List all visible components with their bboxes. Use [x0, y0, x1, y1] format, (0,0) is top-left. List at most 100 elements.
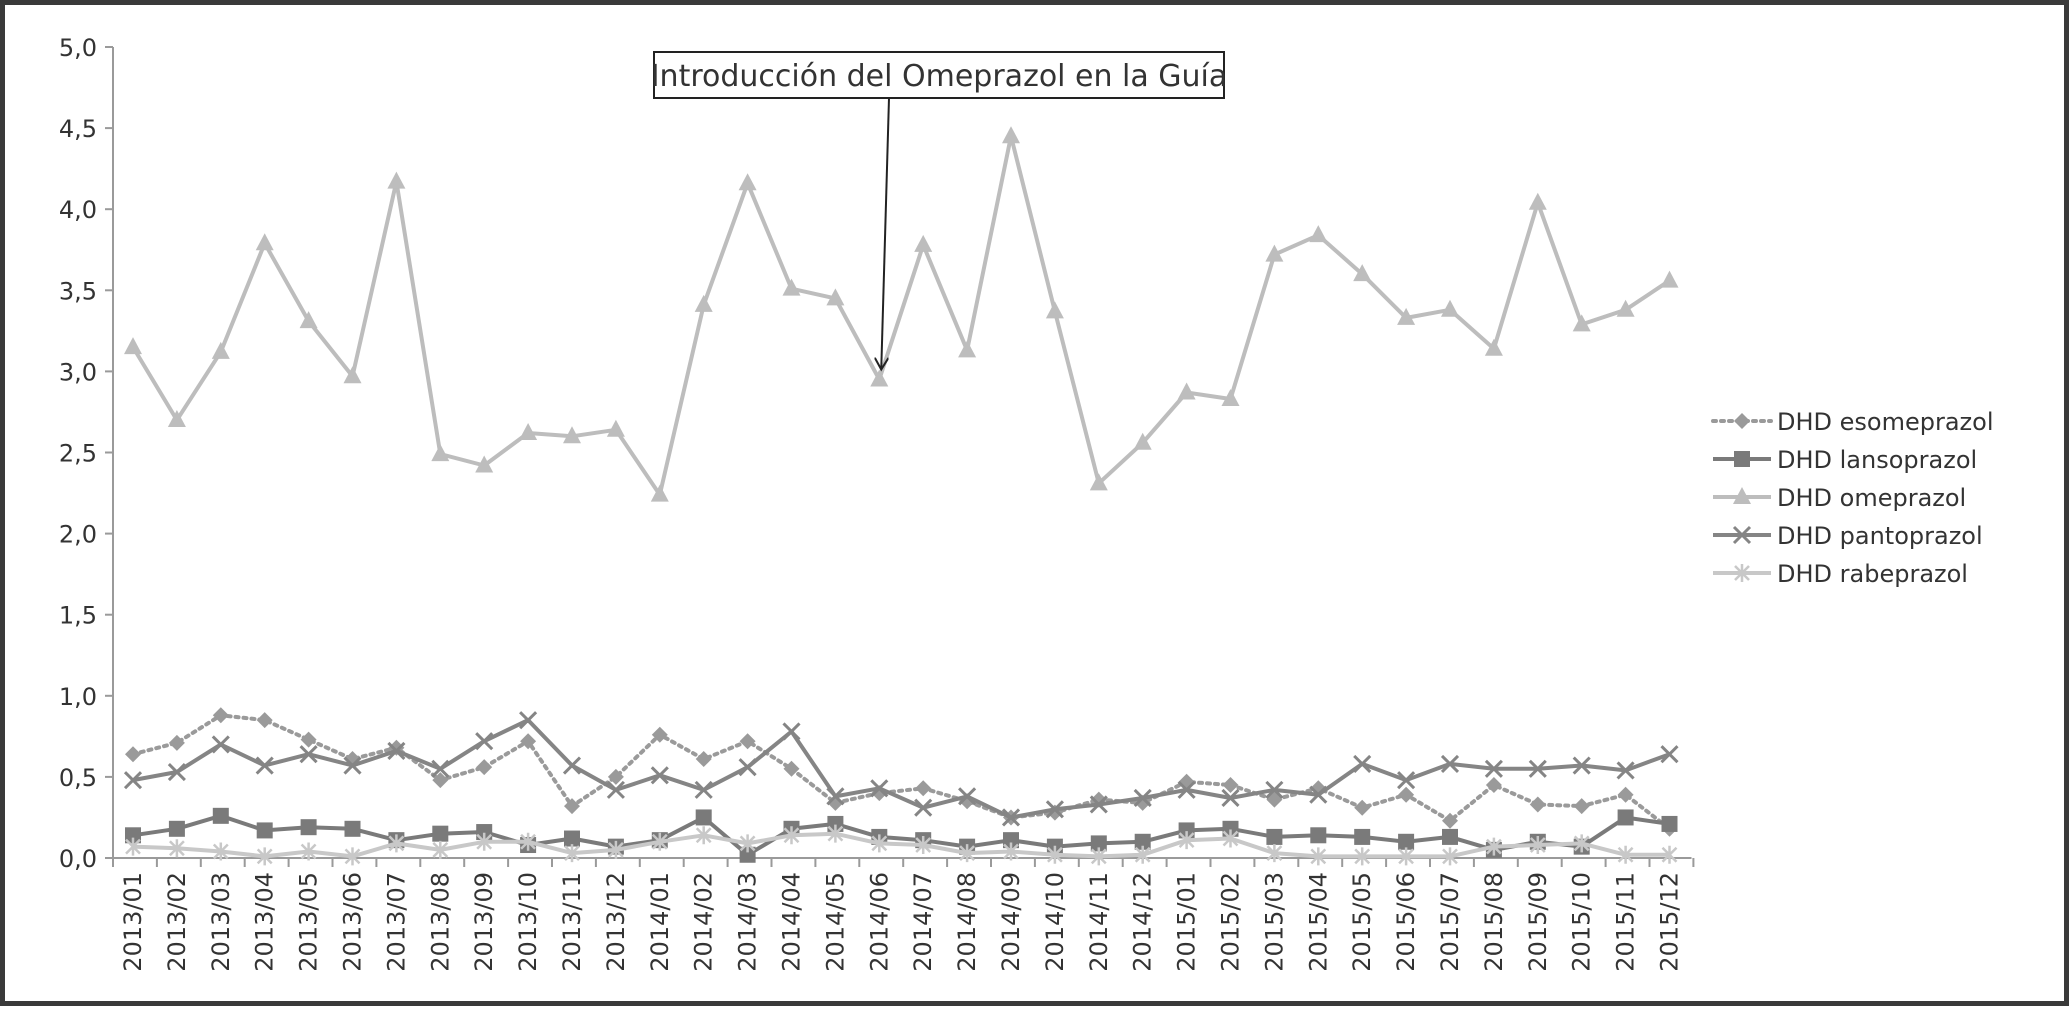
data-point [1661, 815, 1678, 832]
data-point [1398, 833, 1415, 850]
data-point [1045, 301, 1064, 319]
data-point [564, 844, 580, 863]
x-tick-label: 2015/11 [1612, 872, 1640, 972]
x-tick-label: 2013/02 [163, 872, 191, 972]
data-point [168, 734, 185, 751]
data-point [1660, 745, 1679, 764]
series-dhd-rabeprazol [125, 824, 1678, 866]
data-point [1442, 812, 1458, 829]
x-tick-label: 2013/04 [251, 872, 279, 972]
data-point [169, 839, 185, 858]
data-point [1354, 828, 1371, 845]
data-point [1265, 780, 1284, 799]
data-point [826, 787, 845, 806]
data-point [1266, 844, 1283, 863]
legend-entry: DHD pantoprazol [1713, 522, 1983, 550]
data-point [608, 840, 624, 859]
data-point [562, 756, 582, 775]
data-point [1003, 842, 1019, 861]
x-tick-label: 2014/03 [734, 872, 762, 972]
data-point [1222, 777, 1239, 794]
annotation-box [653, 51, 1225, 99]
x-tick-label: 2014/05 [821, 872, 849, 972]
data-point [1529, 796, 1546, 813]
legend-label: DHD esomeprazol [1777, 408, 1994, 436]
data-point [1178, 773, 1195, 790]
data-point [915, 836, 932, 855]
data-point [212, 707, 229, 724]
data-point [695, 826, 712, 845]
x-tick-label: 2015/03 [1260, 872, 1288, 972]
data-point [343, 756, 362, 775]
x-tick-label: 2013/03 [207, 872, 235, 972]
data-point [695, 809, 712, 826]
data-point [958, 340, 977, 358]
x-tick-label: 2013/06 [339, 872, 367, 972]
data-point [475, 455, 494, 473]
x-tick-label: 2014/11 [1085, 872, 1113, 972]
data-point [1310, 827, 1327, 844]
data-point [651, 832, 668, 851]
data-point [695, 751, 712, 768]
data-point [211, 341, 230, 359]
data-point [388, 834, 405, 853]
x-tick-label: 2013/07 [382, 872, 410, 972]
legend-entry: DHD lansoprazol [1713, 446, 1977, 474]
data-point [914, 234, 933, 252]
data-point [1353, 754, 1372, 773]
legend-label: DHD rabeprazol [1777, 560, 1968, 588]
line-chart: 0,0 0,5 1,0 1,5 2,0 2,5 3,0 3,5 4,0 4,5 5,0 2013/01… [59, 34, 1994, 972]
data-point [870, 369, 889, 387]
annotation: Introducción del Omeprazol en la Guía [651, 51, 1228, 368]
x-tick-label: 2013/11 [558, 872, 586, 972]
data-point [1529, 836, 1546, 855]
series-layer [123, 126, 1679, 866]
data-point [476, 759, 493, 776]
data-point [1660, 270, 1679, 288]
data-point [1617, 786, 1634, 803]
legend-swatch-marker [1734, 413, 1750, 429]
data-point [739, 733, 756, 750]
data-point [1528, 759, 1547, 778]
data-point [476, 832, 493, 851]
legend-swatch-marker [1734, 564, 1750, 582]
x-tick-label: 2014/01 [646, 872, 674, 972]
series-dhd-pantoprazol [123, 711, 1679, 827]
data-point [300, 819, 317, 836]
data-point [300, 731, 317, 748]
data-point [650, 766, 669, 785]
data-point [387, 741, 406, 761]
annotation-text: Introducción del Omeprazol en la Guía [651, 59, 1228, 94]
data-point [1353, 264, 1372, 282]
data-point [1398, 847, 1414, 866]
y-tick-label: 3,5 [59, 277, 97, 305]
y-tick-label: 4,0 [59, 196, 97, 224]
x-tick-label: 2013/05 [295, 872, 323, 972]
data-point [255, 233, 274, 251]
data-point [1047, 845, 1063, 864]
axes: 0,0 0,5 1,0 1,5 2,0 2,5 3,0 3,5 4,0 4,5 5,0 2013/01… [59, 34, 1695, 972]
data-point [1572, 756, 1591, 775]
data-point [1486, 837, 1502, 856]
y-tick-label: 5,0 [59, 34, 97, 62]
data-point [1442, 828, 1458, 845]
y-tick-label: 0,5 [59, 764, 97, 792]
legend-label: DHD pantoprazol [1777, 522, 1983, 550]
data-point [520, 733, 537, 750]
data-point [1309, 785, 1328, 804]
legend-swatch-marker [1732, 525, 1752, 545]
data-point [914, 798, 933, 817]
data-point [1045, 800, 1064, 819]
y-tick-label: 0,0 [59, 845, 97, 873]
data-point [475, 732, 494, 751]
legend-swatch-marker [1733, 487, 1751, 504]
x-tick-label: 2014/08 [953, 872, 981, 972]
y-tick-label: 1,0 [59, 683, 97, 711]
data-point [520, 832, 536, 851]
data-point [1133, 432, 1152, 450]
data-point [870, 779, 889, 798]
data-point [211, 735, 230, 754]
x-tick-label: 2013/10 [514, 872, 542, 972]
data-point [344, 820, 361, 837]
